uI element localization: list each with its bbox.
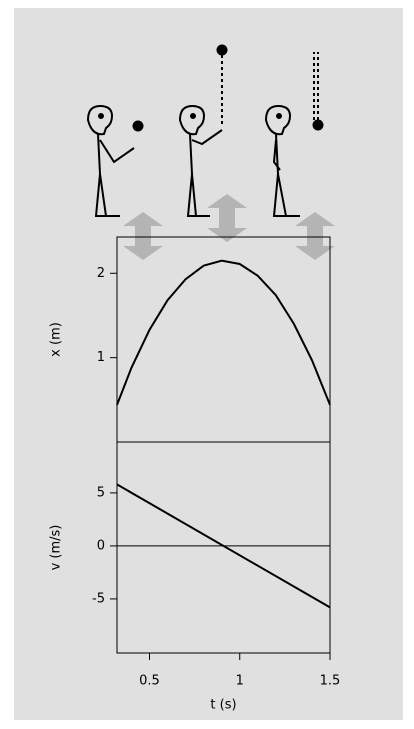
x-tick-label: 1 — [236, 674, 244, 689]
y-tick-label: 1 — [97, 350, 105, 365]
y-tick-label: 2 — [97, 266, 105, 281]
background — [14, 8, 403, 720]
data-line — [116, 259, 331, 406]
y-axis-label: v (m/s) — [49, 525, 64, 571]
y-tick-label: 5 — [97, 485, 105, 500]
x-axis-label: t (s) — [210, 698, 236, 713]
x-tick-label: 0.5 — [139, 674, 160, 689]
illustration — [86, 44, 335, 260]
plot-frame — [116, 441, 331, 654]
data-line — [116, 483, 331, 609]
x-tick-label: 1.5 — [320, 674, 341, 689]
y-axis-label: x (m) — [49, 322, 64, 357]
y-tick-label: 0 — [97, 538, 105, 553]
y-tick-label: -5 — [92, 591, 105, 606]
